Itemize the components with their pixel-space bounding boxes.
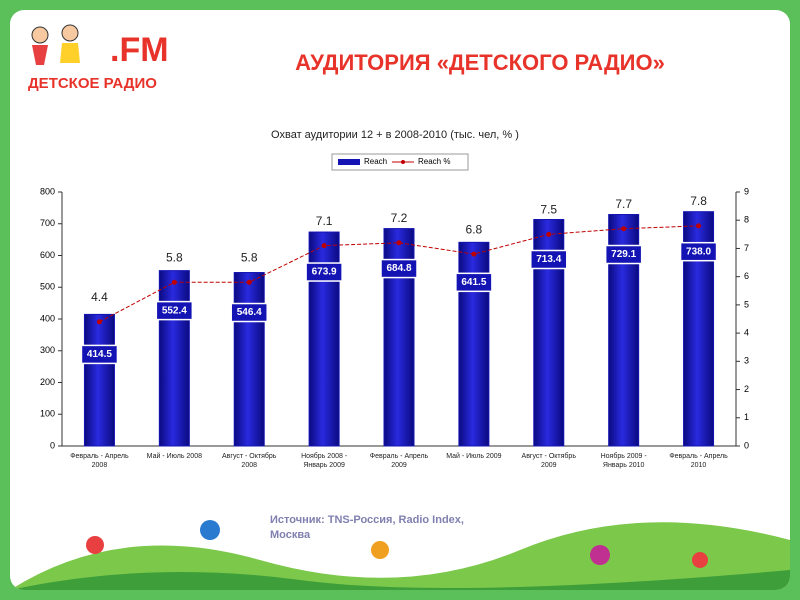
value-label: 6.8 (466, 222, 483, 236)
line-point (96, 319, 102, 325)
legend-swatch (401, 160, 405, 164)
line-point (396, 240, 402, 246)
x-tick-label: Февраль - Апрель 2008 (70, 453, 129, 469)
slide-title: АУДИТОРИЯ «ДЕТСКОГО РАДИО» (295, 50, 665, 75)
line-point (546, 231, 552, 237)
logo-kids (31, 24, 80, 65)
value-label: 738.0 (686, 246, 711, 257)
x-tick-label: Ноябрь 2008 - Январь 2009 (301, 453, 348, 469)
line-point (321, 243, 327, 249)
legend-label: Reach (364, 157, 387, 166)
value-label-box (455, 272, 493, 293)
value-label: 7.1 (316, 214, 333, 228)
x-tick-label: Февраль - Апрель 2010 (669, 453, 728, 469)
line-point (621, 226, 627, 232)
y-tick-label: 400 (40, 313, 55, 323)
value-label: 713.4 (536, 254, 561, 265)
value-label: 673.9 (312, 267, 337, 278)
y2-tick-label: 3 (744, 356, 749, 366)
source-line: Москва (270, 529, 311, 541)
y2-tick-label: 6 (744, 271, 749, 281)
logo-fm: .FM (110, 31, 169, 69)
value-label-box (604, 244, 643, 265)
value-label-box (530, 249, 568, 270)
y-tick-label: 700 (40, 218, 55, 228)
slide: .FM ДЕТСКОЕ РАДИО АУДИТОРИЯ «ДЕТСКОГО РА… (10, 10, 790, 590)
value-label: 552.4 (162, 305, 187, 316)
y-tick-label: 200 (40, 377, 55, 387)
line-point (471, 251, 477, 257)
value-label: 7.5 (540, 203, 557, 217)
value-label: 7.8 (690, 194, 707, 208)
x-tick-label: Февраль - Апрель 2009 (369, 453, 429, 469)
y2-tick-label: 2 (744, 384, 749, 394)
value-label-box (230, 302, 268, 323)
chart-title: Охват аудитории 12 + в 2008-2010 (тыс. ч… (271, 129, 519, 141)
value-label-box (380, 258, 418, 279)
value-label-box (305, 262, 343, 282)
y2-tick-label: 4 (744, 327, 749, 337)
line-point (246, 279, 252, 285)
value-label: 684.8 (386, 263, 411, 274)
y2-tick-label: 0 (744, 440, 749, 450)
y-tick-label: 0 (50, 440, 55, 450)
value-label: 414.5 (87, 349, 112, 360)
x-tick-label: Ноябрь 2009 - Январь 2010 (600, 453, 647, 469)
y2-tick-label: 9 (744, 186, 749, 196)
y-tick-label: 100 (40, 409, 55, 419)
value-label: 546.4 (237, 307, 262, 318)
logo-name: ДЕТСКОЕ РАДИО (28, 75, 157, 92)
bar (158, 270, 190, 447)
chart: .FM ДЕТСКОЕ РАДИО АУДИТОРИЯ «ДЕТСКОГО РА… (10, 24, 790, 590)
x-tick-label: Май - Июль 2008 (146, 453, 202, 460)
y2-tick-label: 5 (744, 299, 749, 309)
x-tick-label: Май - Июль 2009 (446, 453, 502, 460)
value-label: 4.4 (91, 290, 108, 304)
value-label-box (80, 344, 119, 365)
y2-tick-label: 8 (744, 215, 749, 225)
line (99, 225, 699, 323)
y-tick-label: 300 (40, 345, 55, 355)
value-label-box (679, 241, 718, 262)
decor (10, 520, 790, 590)
value-label: 5.8 (166, 250, 183, 264)
y2-tick-label: 7 (744, 243, 749, 253)
line-point (171, 279, 177, 285)
line-point (696, 223, 702, 229)
value-label: 729.1 (611, 249, 636, 260)
value-label: 641.5 (461, 277, 486, 288)
y-tick-label: 800 (40, 186, 55, 196)
bar (83, 313, 115, 447)
source-line: Источник: TNS-Россия, Radio Index, (270, 514, 464, 526)
legend-swatch (338, 159, 360, 165)
value-label: 5.8 (241, 250, 258, 264)
source: Источник: TNS-Россия, Radio Index, Москва (270, 514, 464, 541)
bar (233, 272, 265, 447)
y-tick-label: 600 (40, 250, 55, 260)
y-tick-label: 500 (40, 282, 55, 292)
value-label: 7.7 (615, 197, 632, 211)
legend-label: Reach % (418, 157, 450, 166)
y2-tick-label: 1 (744, 412, 749, 422)
value-label: 7.2 (391, 211, 408, 225)
x-tick-label: Август - Октябрь 2009 (521, 453, 576, 469)
value-label-box (155, 300, 194, 321)
x-tick-label: Август - Октябрь 2008 (222, 453, 277, 469)
